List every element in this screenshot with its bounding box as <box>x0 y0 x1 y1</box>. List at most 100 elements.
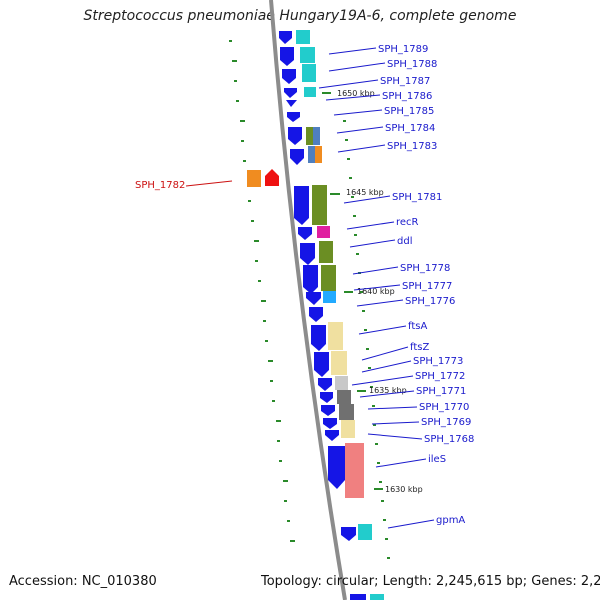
gene-label[interactable]: SPH_1788 <box>387 59 437 70</box>
gene-arrow[interactable] <box>298 227 312 240</box>
gene-arrow[interactable] <box>300 243 315 265</box>
gene-arrow[interactable] <box>323 418 337 429</box>
gc-dash <box>241 140 244 142</box>
gene-arrow[interactable] <box>328 446 345 489</box>
gc-dash <box>387 557 390 559</box>
gene-arrow[interactable] <box>321 405 335 416</box>
gene-arrow[interactable] <box>280 47 294 66</box>
leader-line <box>336 126 384 134</box>
leader-line <box>349 239 396 248</box>
gc-dash <box>347 158 350 160</box>
gene-label[interactable]: SPH_1781 <box>392 192 442 203</box>
gene-label[interactable]: ftsZ <box>410 342 429 353</box>
forward-strand-track <box>279 31 366 600</box>
gc-dash <box>277 440 280 442</box>
gene-arrow[interactable] <box>294 186 309 225</box>
gc-dash <box>240 120 245 122</box>
gene-label[interactable]: SPH_1777 <box>402 281 452 292</box>
gene-arrow[interactable] <box>265 169 279 186</box>
gc-dash <box>279 460 282 462</box>
gc-dash <box>353 215 356 217</box>
gene-label[interactable]: SPH_1770 <box>419 402 469 413</box>
gene-label[interactable]: SPH_1769 <box>421 417 471 428</box>
gc-dash <box>368 367 371 369</box>
gene-arrow[interactable] <box>286 100 297 107</box>
gene-arrow[interactable] <box>314 352 329 377</box>
tick-label: 1640 kbp <box>357 287 395 296</box>
gene-label[interactable]: SPH_1778 <box>400 263 450 274</box>
cog-block <box>370 594 384 600</box>
gc-dash <box>364 329 367 331</box>
gene-arrow[interactable] <box>287 112 300 122</box>
gene-label[interactable]: SPH_1786 <box>382 91 432 102</box>
gene-label[interactable]: ftsA <box>408 321 427 332</box>
leader-line <box>353 284 401 291</box>
gene-label[interactable]: SPH_1789 <box>378 44 428 55</box>
leader-line <box>337 144 386 153</box>
cog-block <box>317 226 330 238</box>
leader-line <box>351 375 414 386</box>
gc-dash <box>232 60 237 62</box>
cog-block <box>296 30 310 44</box>
cog-block <box>341 420 355 438</box>
leader-line <box>328 47 377 55</box>
gene-label-highlight[interactable]: SPH_1782 <box>135 180 185 191</box>
gc-dash <box>373 424 376 426</box>
gene-label[interactable]: recR <box>396 217 419 228</box>
leader-line <box>375 458 427 468</box>
gc-dash <box>255 260 258 262</box>
gene-label[interactable]: ileS <box>428 454 446 465</box>
gene-arrow[interactable] <box>350 594 366 600</box>
gene-arrow[interactable] <box>341 527 356 541</box>
gc-dash <box>360 291 363 293</box>
tick-label: 1635 kbp <box>369 386 407 395</box>
gene-label[interactable]: SPH_1783 <box>387 141 437 152</box>
leader-line <box>358 325 407 335</box>
gc-dash <box>345 139 348 141</box>
gc-dash <box>265 340 268 342</box>
gc-dash <box>236 100 239 102</box>
gene-arrow[interactable] <box>325 430 339 441</box>
gene-arrow[interactable] <box>311 325 326 351</box>
gene-arrow[interactable] <box>288 127 302 145</box>
cog-block <box>323 291 336 303</box>
leader-line <box>185 180 233 187</box>
cog-category-track <box>296 30 384 600</box>
cog-block <box>339 404 354 420</box>
gene-label[interactable]: ddl <box>397 236 412 247</box>
gene-label[interactable]: SPH_1787 <box>380 76 430 87</box>
gc-dash <box>351 196 354 198</box>
gc-dash <box>375 443 378 445</box>
gene-label[interactable]: SPH_1784 <box>385 123 435 134</box>
leader-line <box>318 79 379 89</box>
gene-block[interactable] <box>247 170 261 187</box>
gc-dash <box>343 120 346 122</box>
gene-arrow[interactable] <box>320 392 333 403</box>
gene-label[interactable]: SPH_1771 <box>416 386 466 397</box>
gc-dash <box>272 400 275 402</box>
leader-line <box>367 433 423 440</box>
gene-arrow[interactable] <box>303 265 318 294</box>
gene-arrow[interactable] <box>309 307 323 322</box>
gene-label[interactable]: SPH_1773 <box>413 356 463 367</box>
leader-line <box>361 360 412 373</box>
gene-label[interactable]: SPH_1785 <box>384 106 434 117</box>
gc-dash <box>379 481 382 483</box>
gene-arrow[interactable] <box>279 31 292 44</box>
gene-arrow[interactable] <box>284 88 297 98</box>
cog-block <box>300 47 315 63</box>
gene-arrow[interactable] <box>318 378 332 391</box>
gene-arrow[interactable] <box>290 149 304 165</box>
gene-arrow[interactable] <box>282 69 296 84</box>
tick-label: 1630 kbp <box>385 485 423 494</box>
gene-arrow[interactable] <box>306 292 321 305</box>
tick-label: 1650 kbp <box>337 89 375 98</box>
gc-dash <box>254 240 259 242</box>
gene-label[interactable]: SPH_1776 <box>405 296 455 307</box>
gene-label[interactable]: SPH_1772 <box>415 371 465 382</box>
leader-line <box>359 390 415 398</box>
leader-line <box>367 406 418 410</box>
gene-label[interactable]: SPH_1768 <box>424 434 474 445</box>
gene-label[interactable]: gpmA <box>436 515 465 526</box>
